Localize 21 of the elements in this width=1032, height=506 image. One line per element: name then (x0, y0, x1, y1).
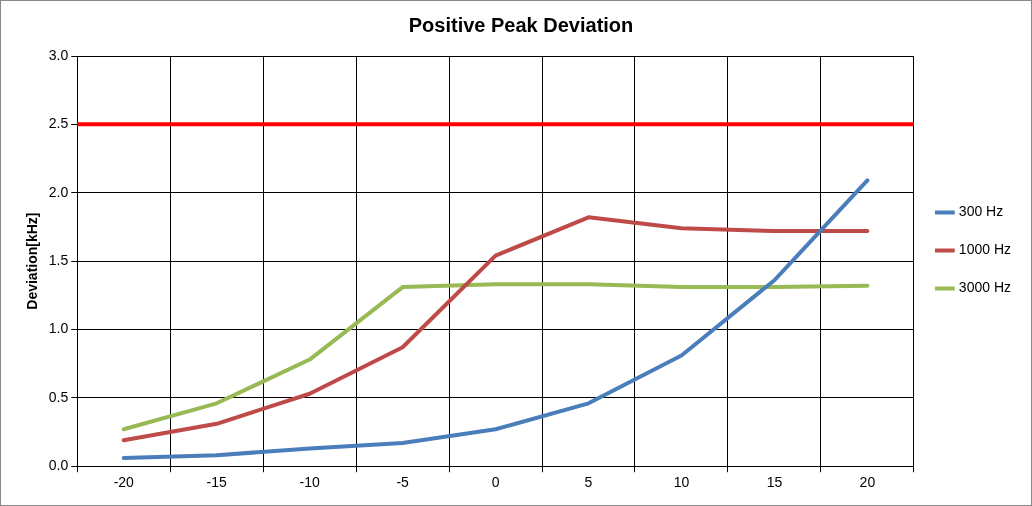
x-tick-label: 0 (491, 474, 500, 491)
y-tick-label: 0.5 (48, 388, 69, 405)
y-axis-title: Deviation[kHz] (24, 212, 41, 310)
chart-title: Positive Peak Deviation (408, 13, 634, 36)
legend-label: 1000 Hz (958, 241, 1012, 258)
x-tick-label: 15 (766, 474, 783, 491)
x-tick-label: -5 (396, 474, 410, 491)
y-tick-label: 0.0 (48, 457, 69, 474)
x-tick-label: -10 (299, 474, 320, 491)
y-tick-label: 1.5 (48, 251, 69, 268)
x-tick-label: 20 (859, 474, 876, 491)
y-tick-label: 1.0 (48, 320, 69, 337)
x-tick-label: -20 (113, 474, 135, 491)
y-tick-label: 2.0 (48, 183, 69, 200)
y-tick-label: 3.0 (48, 46, 69, 63)
y-tick-label: 2.5 (48, 115, 69, 132)
legend-label: 3000 Hz (958, 279, 1012, 296)
x-tick-label: 10 (673, 474, 690, 491)
x-tick-label: -15 (206, 474, 228, 491)
legend-label: 300 Hz (958, 203, 1004, 220)
x-tick-label: 5 (584, 474, 593, 491)
